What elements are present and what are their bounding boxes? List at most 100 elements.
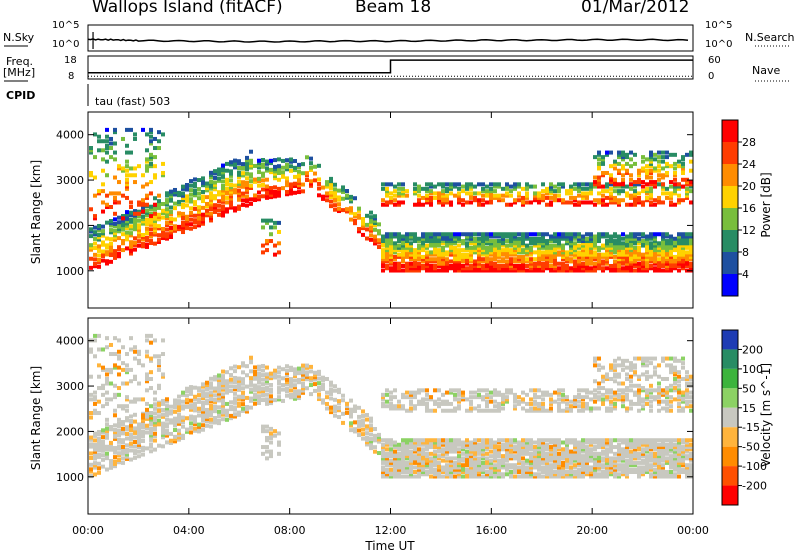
power-cell <box>509 261 513 266</box>
velocity-cell <box>253 376 257 381</box>
power-cell <box>313 178 317 183</box>
power-cell <box>137 230 141 235</box>
velocity-cell <box>393 467 397 472</box>
velocity-cell <box>629 451 633 456</box>
velocity-cell <box>157 367 161 372</box>
power-cell <box>237 172 241 177</box>
velocity-cell <box>641 397 645 402</box>
velocity-cell <box>465 456 469 461</box>
power-cell <box>277 229 281 234</box>
power-cell <box>409 232 413 237</box>
velocity-cell <box>181 415 185 420</box>
velocity-cell <box>169 440 173 445</box>
power-cell <box>133 220 137 225</box>
velocity-cell <box>629 401 633 406</box>
power-cell <box>509 257 513 262</box>
velocity-cell <box>597 472 601 477</box>
velocity-cell <box>505 472 509 477</box>
power-cell <box>101 254 105 259</box>
velocity-cell <box>213 397 217 402</box>
power-cell <box>605 232 609 237</box>
velocity-cell <box>553 465 557 470</box>
power-cell <box>333 207 337 212</box>
power-cell <box>405 266 409 271</box>
power-cell <box>617 261 621 266</box>
power-cell <box>549 248 553 253</box>
velocity-cell <box>625 467 629 472</box>
velocity-cell <box>465 440 469 445</box>
power-cell <box>681 236 685 241</box>
velocity-cell <box>137 454 141 459</box>
power-cell <box>669 164 673 169</box>
velocity-cell <box>437 469 441 474</box>
velocity-cell <box>633 460 637 465</box>
velocity-cell <box>317 385 321 390</box>
velocity-cell <box>149 411 153 416</box>
power-cell <box>537 239 541 244</box>
power-cell <box>689 159 693 164</box>
velocity-cell <box>441 467 445 472</box>
velocity-cell <box>529 451 533 456</box>
power-cell <box>209 213 213 218</box>
velocity-cell <box>417 465 421 470</box>
velocity-cell <box>177 430 181 435</box>
velocity-cell <box>117 430 121 435</box>
velocity-cell <box>521 469 525 474</box>
power-cell <box>253 177 257 182</box>
velocity-cell <box>485 438 489 443</box>
velocity-cell <box>421 399 425 404</box>
power-cell <box>437 241 441 246</box>
velocity-cell <box>413 449 417 454</box>
velocity-cell <box>161 352 165 357</box>
velocity-cell <box>253 374 257 379</box>
velocity-cell <box>105 444 109 449</box>
nsearch-tick-bottom: 10^0 <box>705 39 733 50</box>
power-cell <box>425 200 429 205</box>
power-cell <box>457 186 461 191</box>
power-cell <box>429 198 433 203</box>
velocity-cell <box>505 399 509 404</box>
velocity-cell <box>397 404 401 409</box>
power-cell <box>129 205 133 210</box>
power-cell <box>137 164 141 169</box>
power-cell <box>609 175 613 180</box>
power-cell <box>557 252 561 257</box>
velocity-cell <box>93 390 97 395</box>
velocity-cell <box>301 384 305 389</box>
power-cell <box>633 268 637 273</box>
power-cell <box>305 177 309 182</box>
velocity-cell <box>549 456 553 461</box>
velocity-cell <box>293 396 297 401</box>
velocity-cell <box>261 393 265 398</box>
power-cell <box>117 164 121 169</box>
power-cell <box>269 190 273 195</box>
power-cell <box>157 130 161 135</box>
power-cell <box>449 263 453 268</box>
power-cell <box>229 162 233 167</box>
velocity-cell <box>425 404 429 409</box>
velocity-cell <box>573 442 577 447</box>
power-cell <box>669 250 673 255</box>
power-cell <box>113 191 117 196</box>
velocity-cell <box>101 367 105 372</box>
power-cell <box>597 157 601 162</box>
power-cell <box>153 232 157 237</box>
power-cell <box>577 254 581 259</box>
velocity-cell <box>125 425 129 430</box>
power-cell <box>565 250 569 255</box>
velocity-cell <box>645 392 649 397</box>
power-cell <box>557 245 561 250</box>
power-cell <box>633 198 637 203</box>
velocity-cell <box>613 379 617 384</box>
power-cell <box>629 254 633 259</box>
power-cell <box>521 250 525 255</box>
power-cell <box>593 261 597 266</box>
power-cell <box>585 195 589 200</box>
velocity-cell <box>565 465 569 470</box>
power-cell <box>437 250 441 255</box>
power-cell <box>601 261 605 266</box>
velocity-cell <box>101 444 105 449</box>
power-cell <box>89 146 93 151</box>
velocity-cell <box>129 425 133 430</box>
velocity-cell <box>409 399 413 404</box>
